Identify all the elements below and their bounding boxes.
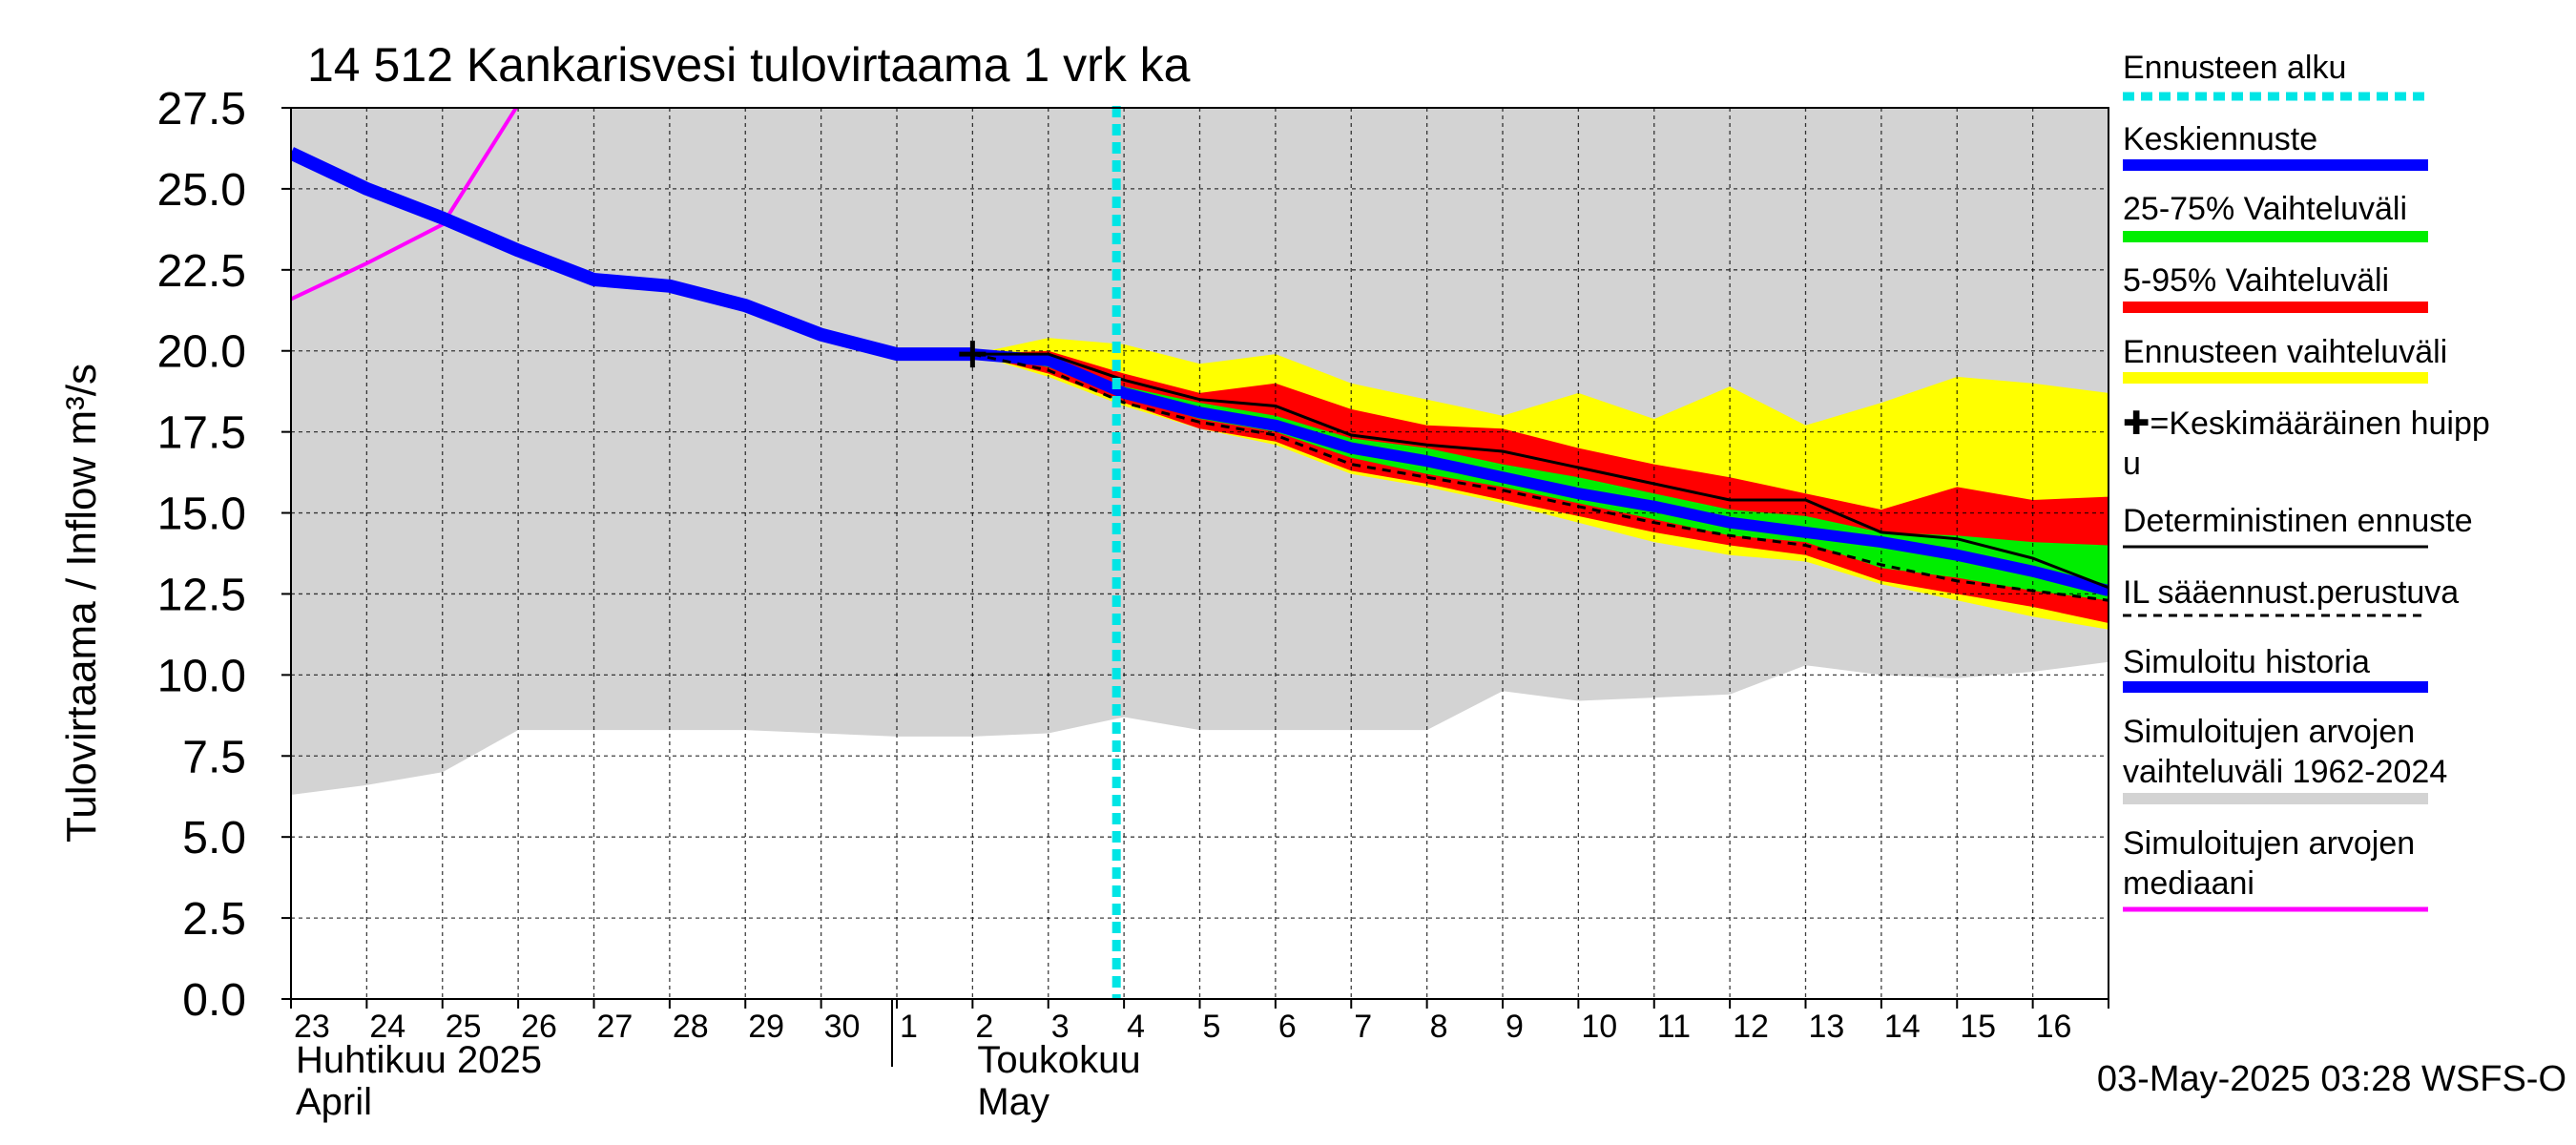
- x-tick-label: 27: [597, 1009, 634, 1045]
- legend-item-label: Keskiennuste: [2123, 121, 2317, 157]
- footer-timestamp: 03-May-2025 03:28 WSFS-O: [2097, 1059, 2566, 1099]
- x-tick-label: 8: [1430, 1009, 1448, 1045]
- legend-label-line: ✚=Keskimääräinen huipp: [2123, 406, 2490, 442]
- legend-item-label: ✚=Keskimääräinen huipp u: [2123, 406, 2490, 482]
- legend-item-label: Ennusteen alku: [2123, 50, 2346, 86]
- month-label: Toukokuu: [977, 1039, 1140, 1081]
- legend-item-label: 5-95% Vaihteluväli: [2123, 262, 2389, 299]
- y-tick-label: 10.0: [157, 651, 246, 701]
- chart-title: 14 512 Kankarisvesi tulovirtaama 1 vrk k…: [307, 38, 1191, 92]
- month-label-en: May: [977, 1081, 1049, 1123]
- x-tick-label: 5: [1203, 1009, 1221, 1045]
- x-tick-label: 25: [446, 1009, 482, 1045]
- series-il-line: [972, 352, 2109, 602]
- x-tick-label: 12: [1733, 1009, 1769, 1045]
- x-tick-label: 28: [673, 1009, 709, 1045]
- x-tick-label: 30: [824, 1009, 861, 1045]
- y-tick-label: 7.5: [182, 732, 246, 782]
- legend-label-line: Ennusteen vaihteluväli: [2123, 334, 2447, 370]
- legend-label-line: Simuloitujen arvojen: [2123, 825, 2415, 862]
- x-tick-label: 1: [900, 1009, 918, 1045]
- axes: 0.0 2.5 5.0 7.5 10.0 12.5 15.0 17.5 20.0 22.5 25.0…: [157, 84, 2109, 1123]
- month-label-en: April: [296, 1081, 372, 1123]
- legend-label-line: Ennusteen alku: [2123, 50, 2346, 86]
- legend-label-line: vaihteluväli 1962-2024: [2123, 754, 2447, 790]
- legend: Ennusteen alku Keskiennuste 25-75% Vaihtel…: [2123, 50, 2490, 912]
- plot-content: [291, 108, 2109, 999]
- legend-label-line: u: [2123, 446, 2141, 482]
- legend-item-label: Simuloitu historia: [2123, 644, 2370, 680]
- y-tick-label: 12.5: [157, 570, 246, 620]
- x-tick-label: 26: [521, 1009, 557, 1045]
- legend-item-label: Simuloitujen arvojen vaihteluväli 1962-20…: [2123, 714, 2447, 790]
- series-median-line: [291, 108, 519, 302]
- y-tick-label: 27.5: [157, 84, 246, 135]
- y-axis-label: Tulovirtaama / Inflow m³/s: [58, 364, 105, 843]
- x-tick-label: 10: [1581, 1009, 1617, 1045]
- x-tick-label: 3: [1051, 1009, 1070, 1045]
- legend-label-line: 5-95% Vaihteluväli: [2123, 262, 2389, 299]
- y-tick-label: 20.0: [157, 327, 246, 378]
- y-tick-label: 17.5: [157, 408, 246, 459]
- x-tick-label: 4: [1127, 1009, 1145, 1045]
- y-tick-label: 22.5: [157, 246, 246, 297]
- legend-item-label: Deterministinen ennuste: [2123, 503, 2473, 539]
- y-tick-label: 5.0: [182, 813, 246, 864]
- x-tick-label: 24: [369, 1009, 405, 1045]
- month-label: Huhtikuu 2025: [296, 1039, 542, 1081]
- x-tick-label: 2: [975, 1009, 993, 1045]
- y-tick-label: 2.5: [182, 894, 246, 945]
- series-history-line: [291, 147, 973, 362]
- legend-label-line: Keskiennuste: [2123, 121, 2317, 157]
- x-tick-label: 13: [1809, 1009, 1845, 1045]
- legend-item-label: IL sääennust.perustuva: [2123, 574, 2459, 611]
- x-tick-label: 14: [1884, 1009, 1921, 1045]
- x-tick-label: 11: [1657, 1009, 1691, 1045]
- x-tick-label: 29: [748, 1009, 784, 1045]
- x-tick-label: 15: [1960, 1009, 1996, 1045]
- series-deterministic-line: [972, 352, 2109, 590]
- x-tick-label: 7: [1354, 1009, 1372, 1045]
- y-tick-label: 25.0: [157, 165, 246, 216]
- legend-label-line: Simuloitujen arvojen: [2123, 714, 2415, 750]
- legend-label-line: Simuloitu historia: [2123, 644, 2370, 680]
- plot-area: [291, 106, 2109, 999]
- legend-item-label: Ennusteen vaihteluväli: [2123, 334, 2447, 370]
- y-tick-label: 15.0: [157, 489, 246, 540]
- y-tick-label: 0.0: [182, 975, 246, 1026]
- legend-label-line: Deterministinen ennuste: [2123, 503, 2473, 539]
- x-tick-label: 9: [1506, 1009, 1524, 1045]
- legend-item-label: 25-75% Vaihteluväli: [2123, 191, 2407, 227]
- grid-lines: [291, 108, 2109, 999]
- legend-label-line: 25-75% Vaihteluväli: [2123, 191, 2407, 227]
- legend-label-line: IL sääennust.perustuva: [2123, 574, 2459, 611]
- x-tick-label: 16: [2036, 1009, 2072, 1045]
- legend-item-label: Simuloitujen arvojen mediaani: [2123, 825, 2415, 902]
- series-mean-line: [971, 348, 2109, 596]
- x-tick-label: 23: [294, 1009, 330, 1045]
- legend-label-line: mediaani: [2123, 865, 2254, 902]
- x-tick-label: 6: [1278, 1009, 1297, 1045]
